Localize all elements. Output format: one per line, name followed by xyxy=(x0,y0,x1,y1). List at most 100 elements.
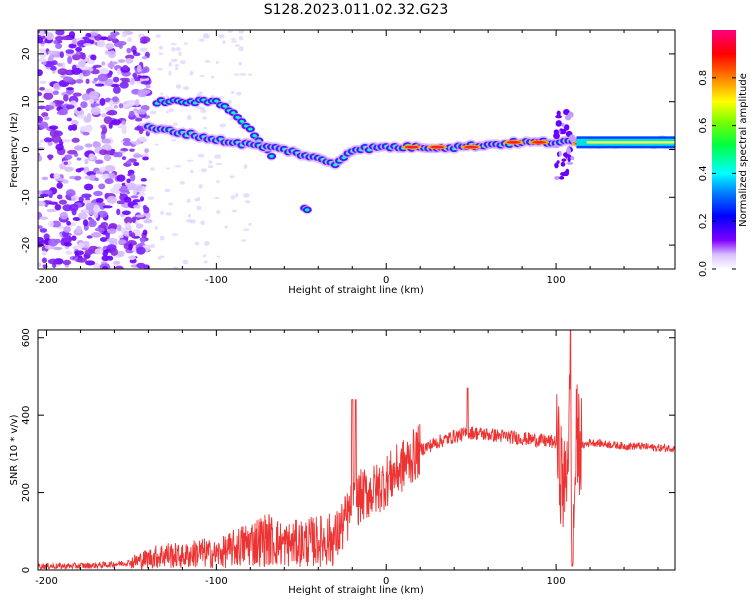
heatmap-noise-blob xyxy=(81,93,91,101)
colorbar-tick-label: 0.2 xyxy=(698,213,709,229)
heatmap-noise-blob xyxy=(104,178,114,185)
heatmap-noise-blob xyxy=(138,75,149,79)
heatmap-spike-blob xyxy=(554,162,559,169)
x-tick-label: -200 xyxy=(35,576,58,587)
heatmap-noise-blob xyxy=(55,43,63,49)
heatmap-faint-blob xyxy=(198,38,205,42)
heatmap-noise-blob xyxy=(38,69,43,77)
heatmap-noise-blob xyxy=(62,259,72,266)
heatmap-upper-branch-core xyxy=(231,111,236,115)
heatmap-noise-blob xyxy=(65,250,73,255)
heatmap-noise-blob xyxy=(139,70,147,74)
y-tick-label: -20 xyxy=(21,237,32,253)
heatmap-faint-blob xyxy=(210,75,215,79)
heatmap-noise-blob xyxy=(93,190,103,197)
heatmap-noise-blob xyxy=(102,249,109,257)
heatmap-noise-blob xyxy=(108,172,116,179)
heatmap-noise-blob xyxy=(39,216,49,220)
heatmap-x-axis-label: Height of straight line (km) xyxy=(288,285,424,296)
heatmap-noise-blob xyxy=(93,141,99,146)
heatmap-faint-blob xyxy=(215,162,223,166)
heatmap-noise-blob xyxy=(45,32,54,41)
heatmap-noise-blob xyxy=(75,168,82,173)
heatmap-noise-blob xyxy=(86,235,93,239)
heatmap-noise-blob xyxy=(103,150,115,155)
heatmap-noise-blob xyxy=(129,173,136,182)
heatmap-faint-blob xyxy=(187,213,192,218)
heatmap-noise-blob xyxy=(126,101,137,107)
heatmap-noise-blob xyxy=(39,228,48,233)
heatmap-noise-blob xyxy=(135,185,143,192)
heatmap-noise-blob xyxy=(88,90,100,99)
heatmap-noise-blob xyxy=(129,77,135,86)
y-tick-label: 20 xyxy=(21,48,32,61)
heatmap-noise-blob xyxy=(72,54,81,61)
heatmap-noise-blob xyxy=(128,110,135,118)
heatmap-faint-blob xyxy=(164,188,171,193)
heatmap-noise-blob xyxy=(75,46,83,52)
heatmap-noise-blob xyxy=(76,114,87,119)
heatmap-noise-blob xyxy=(108,223,118,229)
heatmap-faint-blob xyxy=(149,110,157,115)
heatmap-noise-blob xyxy=(48,238,59,247)
heatmap-faint-blob xyxy=(203,260,208,264)
heatmap-faint-blob xyxy=(171,46,176,52)
heatmap-noise-blob xyxy=(77,212,88,220)
heatmap-noise-blob xyxy=(108,122,113,129)
heatmap-faint-blob xyxy=(242,228,250,231)
heatmap-faint-blob xyxy=(165,212,172,216)
heatmap-noise-blob xyxy=(76,157,82,161)
heatmap-noise-blob xyxy=(136,108,147,115)
heatmap-noise-blob xyxy=(82,209,89,213)
heatmap-noise-blob xyxy=(113,183,122,190)
heatmap-noise-blob xyxy=(136,64,142,73)
heatmap-faint-blob xyxy=(199,74,205,77)
heatmap-noise-blob xyxy=(62,76,74,83)
heatmap-spike-blob xyxy=(570,156,575,161)
heatmap-noise-blob xyxy=(101,61,106,66)
heatmap-noise-blob xyxy=(53,246,63,251)
heatmap-faint-blob xyxy=(238,35,244,41)
heatmap-noise-blob xyxy=(75,78,84,84)
heatmap-noise-blob xyxy=(101,132,106,141)
heatmap-faint-blob xyxy=(158,52,164,56)
heatmap-faint-blob xyxy=(189,219,196,224)
heatmap-noise-blob xyxy=(126,178,131,183)
heatmap-noise-blob xyxy=(140,177,147,182)
heatmap-noise-blob xyxy=(68,31,76,39)
x-tick-label: -100 xyxy=(205,576,228,587)
heatmap-faint-blob xyxy=(149,167,155,171)
heatmap-faint-blob xyxy=(214,154,222,159)
heatmap-upper-branch-core xyxy=(269,154,274,158)
heatmap-noise-blob xyxy=(104,78,114,87)
heatmap-faint-blob xyxy=(154,225,158,230)
heatmap-noise-blob xyxy=(38,236,45,244)
heatmap-noise-blob xyxy=(53,83,60,89)
heatmap-noise-blob xyxy=(41,250,47,256)
heatmap-faint-blob xyxy=(238,46,244,52)
heatmap-noise-blob xyxy=(113,104,118,109)
heatmap-faint-blob xyxy=(168,61,173,67)
heatmap-noise-blob xyxy=(78,60,86,68)
heatmap-hot-spot xyxy=(404,145,419,149)
heatmap-faint-blob xyxy=(214,196,220,199)
heatmap-noise-blob xyxy=(84,175,91,180)
heatmap-noise-blob xyxy=(105,43,114,50)
heatmap-spike-blob xyxy=(558,150,562,157)
heatmap-faint-blob xyxy=(248,222,252,226)
heatmap-hot-spot xyxy=(506,140,521,144)
heatmap-faint-blob xyxy=(234,44,240,47)
heatmap-noise-blob xyxy=(66,221,72,226)
heatmap-noise-blob xyxy=(116,200,125,205)
heatmap-spike-blob xyxy=(567,156,571,163)
heatmap-noise-blob xyxy=(112,260,121,265)
heatmap-noise-blob xyxy=(71,197,77,202)
heatmap-noise-blob xyxy=(65,104,75,110)
heatmap-noise-blob xyxy=(104,165,116,172)
heatmap-noise-blob xyxy=(42,200,53,204)
snr-ticks: -200 -100 0 100 0 200 400 600 xyxy=(21,328,675,587)
heatmap-noise-blob xyxy=(43,88,53,93)
heatmap-noise-blob xyxy=(127,186,137,191)
